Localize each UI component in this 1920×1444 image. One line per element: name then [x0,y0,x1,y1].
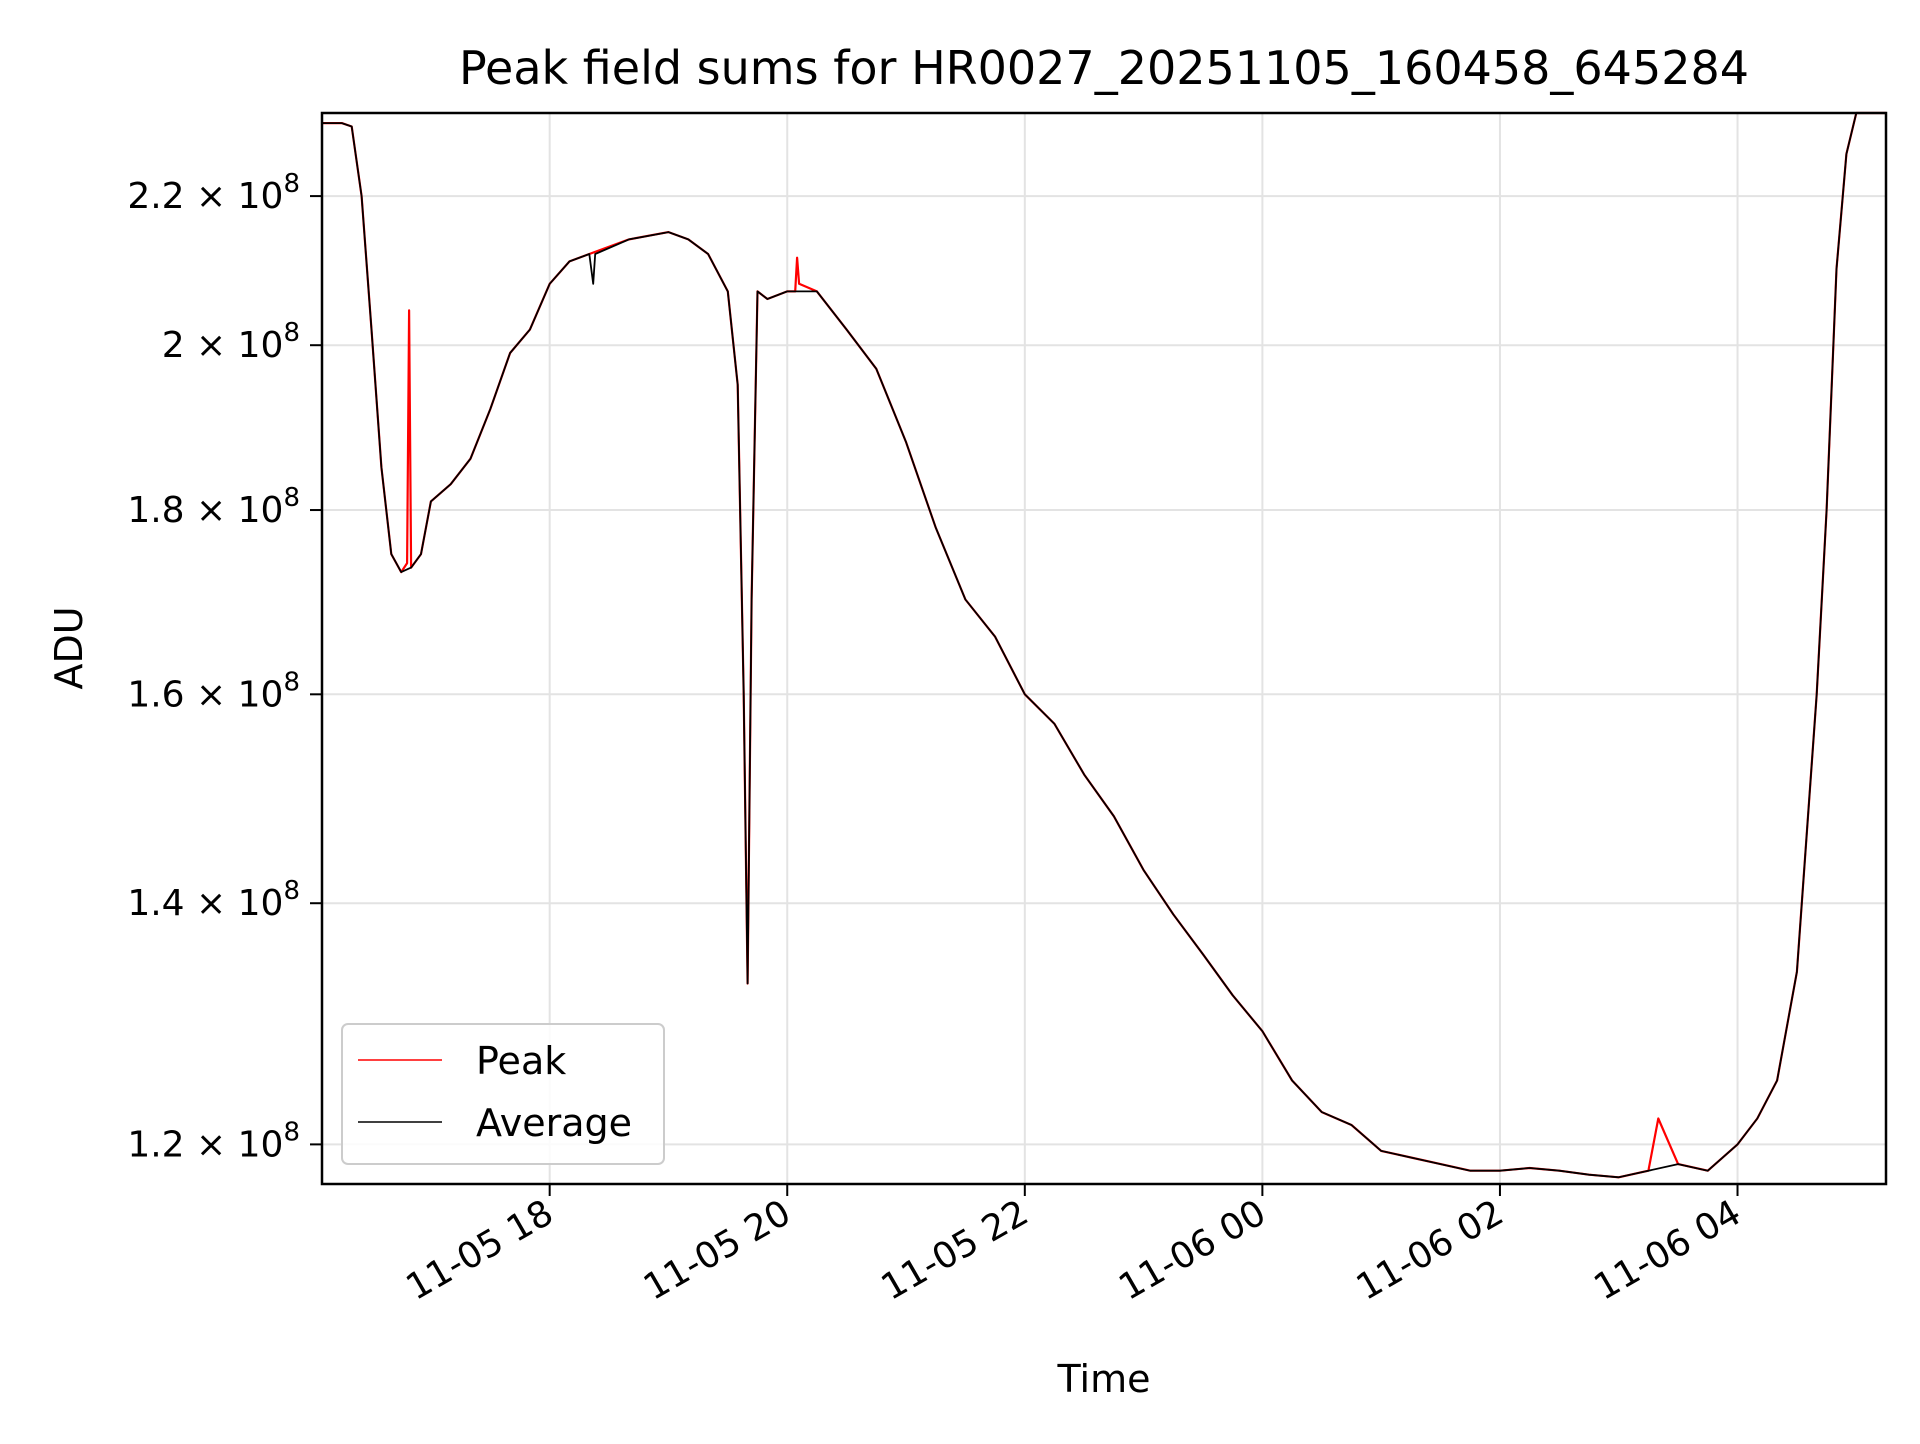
series-lines [322,111,1886,1179]
y-tick-label: 1.6 × 108 [127,667,300,715]
y-axis-ticks: 1.2 × 108 1.4 × 108 1.6 × 108 1.8 × 108 2 × … [127,169,322,1165]
y-tick-label: 1.8 × 108 [127,483,300,531]
chart-title: Peak field sums for HR0027_20251105_1604… [459,41,1749,95]
y-tick-label: 2.2 × 108 [127,169,300,217]
grid-lines [322,113,1886,1184]
y-tick-label: 1.2 × 108 [127,1117,300,1165]
legend-label-average: Average [476,1101,632,1145]
legend: Peak Average [341,1023,665,1165]
y-axis-label: ADU [47,606,91,689]
legend-label-peak: Peak [476,1039,566,1083]
y-tick-label: 1.4 × 108 [127,876,300,924]
legend-box [341,1023,665,1165]
plot-frame [320,111,1888,1186]
series-line-average [322,112,1886,1179]
y-tick-label: 2 × 108 [162,318,300,366]
x-axis-label: Time [1057,1357,1151,1401]
